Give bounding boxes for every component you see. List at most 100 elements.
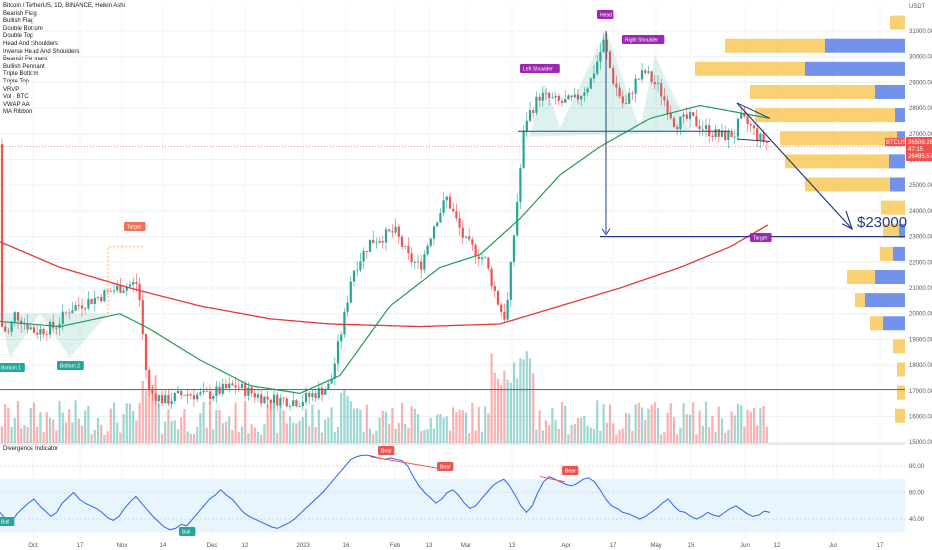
bottom1-label-bg	[0, 363, 25, 372]
target-right-label-bg	[750, 233, 772, 242]
candle-body	[746, 116, 749, 125]
candle-body	[109, 291, 112, 292]
candle-body	[100, 297, 103, 302]
candle-body	[189, 394, 192, 396]
legend-item[interactable]: MA Ribbon	[3, 109, 33, 116]
bull-label-1-bg	[0, 517, 15, 526]
volume-bar	[458, 409, 461, 443]
candle-body	[218, 386, 221, 394]
candle-body	[68, 312, 71, 314]
legend-item[interactable]: VWAP AA	[3, 101, 30, 108]
candle-body	[458, 218, 461, 228]
volume-bar	[538, 410, 541, 443]
candle-body	[676, 126, 679, 130]
price-tick-label: 22000.00	[909, 260, 932, 266]
volume-bar	[516, 378, 519, 443]
volume-bar	[749, 411, 752, 443]
volume-bar	[586, 426, 589, 443]
volume-bar	[583, 415, 586, 443]
volume-profile-bar	[865, 293, 905, 308]
volume-bar	[704, 401, 708, 443]
volume-bar	[612, 423, 615, 443]
rsi-tick-label: 80.00	[909, 464, 925, 470]
indicator-legend: Bitcoin / TetherUS, 1D, BINANCE, Heikin …	[3, 3, 125, 117]
time-tick-label: May	[650, 543, 661, 549]
volume-bar	[477, 406, 480, 443]
candle-body	[474, 244, 477, 257]
volume-bar	[567, 434, 570, 443]
volume-bar	[237, 431, 240, 443]
volume-bar	[736, 403, 740, 443]
candle-body	[151, 389, 154, 394]
candle-body	[599, 52, 602, 62]
candle-body	[39, 328, 42, 335]
legend-item[interactable]: Bullish Pennant	[3, 63, 45, 70]
bear-label-2-text: Bear	[440, 465, 451, 471]
volume-bar	[676, 434, 679, 443]
candle-body	[125, 286, 128, 291]
volume-bar	[756, 425, 759, 443]
bear-label-2: Bear	[437, 462, 454, 471]
bull-label-1-text: Bull	[1, 520, 9, 526]
volume-bar	[103, 434, 106, 443]
volume-bar	[493, 372, 496, 443]
candle-body	[231, 383, 234, 386]
candle-body	[388, 229, 391, 232]
price-axis: 31000.00 30000.00 29000.00 28000.00 27000.00…	[0, 4, 932, 446]
volume-bar	[468, 432, 471, 443]
legend-item[interactable]: Bullish Flag	[3, 18, 35, 25]
candle-body	[10, 321, 13, 332]
candle-body	[420, 261, 423, 270]
candle-body	[592, 73, 596, 79]
candle-body	[624, 103, 628, 104]
rsi-tick-label: 40.00	[909, 517, 925, 523]
volume-bar	[714, 432, 717, 443]
candle-body	[87, 298, 90, 309]
legend-item[interactable]: Triple Bottom	[3, 71, 39, 78]
volume-bar	[548, 424, 551, 443]
bear-label-3-text: Bear	[565, 469, 576, 475]
volume-bar	[404, 423, 407, 443]
volume-bar	[183, 409, 186, 443]
volume-bar	[506, 379, 509, 443]
candle-body	[221, 383, 224, 394]
candle-body	[180, 391, 183, 396]
target-right-label: Target	[750, 233, 772, 242]
candle-body	[45, 334, 48, 335]
candle-body	[148, 369, 151, 390]
time-tick-label: Nov	[117, 543, 128, 549]
legend-item[interactable]: Bearish Flag	[3, 10, 37, 17]
candle-body	[461, 227, 464, 238]
legend-item[interactable]: Double Bottom	[3, 25, 43, 32]
volume-bar	[64, 422, 68, 443]
candle-body	[362, 250, 365, 262]
candle-body	[628, 93, 631, 104]
volume-bar	[135, 420, 138, 443]
volume-bar	[260, 434, 263, 443]
legend-item[interactable]: Vol · BTC	[3, 94, 29, 101]
candle-body	[765, 142, 768, 143]
volume-profile-bar	[847, 270, 875, 285]
bottom1-label: Bottom 1	[0, 363, 25, 372]
bear-label-1-text: Bear	[381, 449, 392, 455]
candle-body	[500, 304, 503, 312]
legend-item[interactable]: VRVP	[3, 86, 20, 93]
measure-arrow	[601, 228, 611, 236]
time-tick-label: 13	[426, 543, 433, 549]
volume-bar	[45, 412, 48, 443]
volume-bar	[116, 422, 119, 443]
candle-body	[701, 129, 704, 130]
volume-profile-bar	[750, 84, 875, 99]
legend-item[interactable]: Double Top	[3, 33, 34, 40]
volume-bar	[282, 410, 285, 443]
volume-bar	[413, 408, 416, 443]
legend-item[interactable]: Head And Shoulders	[3, 40, 59, 47]
legend-item[interactable]: Bearish Pennant	[3, 56, 48, 63]
candle-body	[71, 310, 74, 314]
candle-body	[644, 70, 647, 73]
volume-bar	[151, 384, 154, 443]
volume-bar	[717, 406, 720, 443]
legend-item[interactable]: Inverse Head And Shoulders	[3, 48, 80, 55]
volume-bar	[26, 426, 29, 443]
